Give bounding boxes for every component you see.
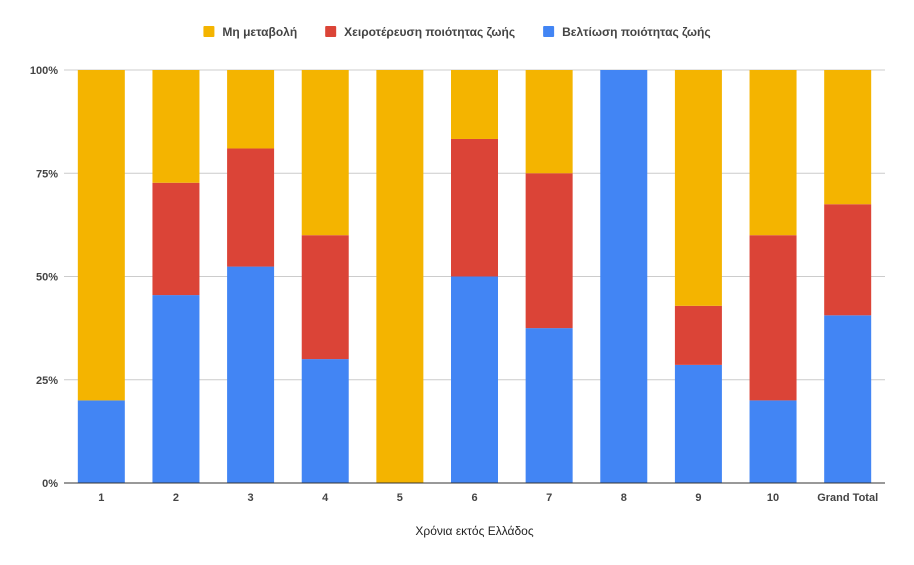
legend-item: Μη μεταβολή [203, 25, 297, 39]
bar-segment [152, 182, 200, 296]
bar-segment [600, 70, 648, 483]
legend-label: Μη μεταβολή [222, 25, 297, 39]
x-tick-label: 8 [621, 492, 627, 504]
bar-segment [227, 148, 275, 267]
bar-segment [77, 400, 125, 483]
bar-segment [525, 70, 573, 174]
x-tick-label: Grand Total [817, 492, 878, 504]
x-tick-label: 1 [98, 492, 104, 504]
bar-segment [301, 359, 349, 483]
bar-segment [227, 70, 275, 149]
x-tick-label: 4 [322, 492, 329, 504]
bar-segment [451, 70, 498, 139]
bar-segment [674, 364, 722, 483]
y-tick-label: 100% [30, 65, 58, 77]
x-tick-label: 7 [546, 492, 552, 504]
bar-segment [227, 266, 275, 483]
legend-item: Βελτίωση ποιότητας ζωής [543, 25, 711, 39]
legend-label: Χειροτέρευση ποιότητας ζωής [344, 25, 515, 39]
bar-segment [152, 295, 200, 483]
chart-legend: Μη μεταβολή Χειροτέρευση ποιότητας ζωής Βε… [203, 25, 711, 39]
bar-segment [674, 305, 722, 365]
bar-segment [77, 70, 125, 401]
legend-label: Βελτίωση ποιότητας ζωής [562, 25, 710, 39]
x-axis-tick-labels: 1 2 3 4 5 6 7 8 9 10 Grand Total [98, 492, 878, 504]
legend-swatch [203, 26, 215, 37]
legend-swatch [543, 26, 555, 37]
legend-swatch [325, 26, 337, 37]
bar-segment [152, 70, 200, 183]
bar-segment [525, 173, 573, 329]
bar-segment [674, 70, 722, 306]
bar-segment [376, 70, 424, 483]
x-tick-label: 3 [248, 492, 254, 504]
bar-segment [824, 315, 872, 483]
x-tick-label: 6 [471, 492, 477, 504]
x-tick-label: 2 [173, 492, 179, 504]
y-tick-label: 0% [42, 478, 58, 490]
y-tick-label: 50% [36, 272, 58, 284]
bar-segment [749, 235, 797, 401]
bar-segment [301, 235, 349, 360]
bar-segment [301, 70, 349, 236]
bar-segment [525, 328, 573, 483]
bar-segment [749, 400, 797, 483]
y-tick-label: 75% [36, 168, 58, 180]
x-axis-title: Χρόνια εκτός Ελλάδος [415, 524, 533, 538]
x-tick-label: 5 [397, 492, 403, 504]
legend-item: Χειροτέρευση ποιότητας ζωής [325, 25, 515, 39]
x-tick-label: 10 [767, 492, 779, 504]
y-axis-tick-labels: 0% 25% 50% 75% 100% [30, 65, 58, 490]
bar-segment [824, 204, 872, 316]
bar-segment [749, 70, 797, 236]
bar-segment [451, 276, 498, 483]
bar-segment [824, 70, 872, 205]
x-tick-label: 9 [695, 492, 701, 504]
chart-bars [77, 70, 872, 483]
bar-segment [451, 138, 498, 277]
y-tick-label: 25% [36, 375, 58, 387]
